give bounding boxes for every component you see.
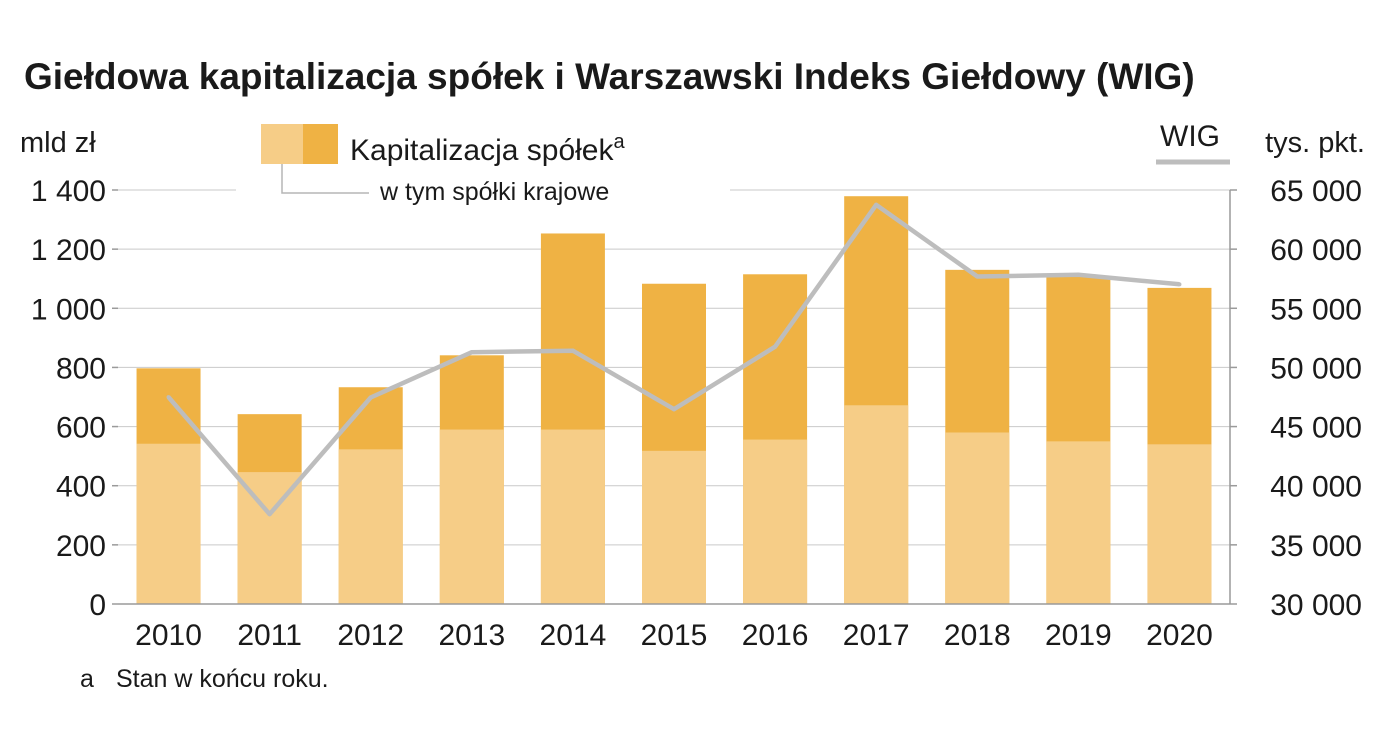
wig-point-2018 <box>975 274 980 279</box>
left-tick-label: 1 000 <box>31 293 106 326</box>
wig-point-2020 <box>1177 282 1182 287</box>
right-tick-label: 40 000 <box>1270 471 1362 504</box>
chart-title: Giełdowa kapitalizacja spółek i Warszaws… <box>24 56 1195 97</box>
legend-label-domestic: w tym spółki krajowe <box>379 178 609 206</box>
footnote-marker: a <box>80 665 94 693</box>
bar-domestic-2016 <box>743 439 808 604</box>
x-tick-label-2011: 2011 <box>237 619 302 652</box>
bar-domestic-2011 <box>237 472 302 604</box>
footnote-marker-superscript: a <box>613 131 625 153</box>
x-tick-label-2017: 2017 <box>843 619 910 652</box>
wig-point-2011 <box>267 512 272 517</box>
x-tick-label-2013: 2013 <box>438 619 505 652</box>
right-tick-label: 60 000 <box>1270 234 1362 267</box>
wig-point-2016 <box>773 344 778 349</box>
bar-domestic-2015 <box>642 450 706 604</box>
right-tick-label: 55 000 <box>1270 293 1362 326</box>
wig-point-2013 <box>469 350 474 355</box>
right-axis-unit: tys. pkt. <box>1265 127 1365 159</box>
wig-point-2019 <box>1076 272 1081 277</box>
right-tick-label: 35 000 <box>1270 530 1362 563</box>
x-tick-label-2018: 2018 <box>944 619 1011 652</box>
wig-point-2015 <box>672 407 676 412</box>
bar-domestic-2012 <box>338 449 403 604</box>
left-tick-label: 800 <box>56 352 106 385</box>
x-tick-label-2015: 2015 <box>641 619 708 652</box>
bar-domestic-2013 <box>439 429 504 604</box>
left-tick-label: 400 <box>56 471 106 504</box>
legend-label-capitalization: Kapitalizacja spółeka <box>350 131 625 167</box>
wig-line-layer <box>166 202 1182 517</box>
bar-domestic-2014 <box>540 429 605 604</box>
wig-point-2010 <box>166 395 171 400</box>
legend-capitalization: Kapitalizacja spółeka w tym spółki krajo… <box>261 124 625 206</box>
bar-domestic-2020 <box>1147 444 1212 604</box>
footnote-text: Stan w końcu roku. <box>116 665 329 693</box>
legend-swatch-domestic <box>261 124 303 164</box>
left-tick-label: 600 <box>56 412 106 445</box>
x-tick-label-2012: 2012 <box>337 619 404 652</box>
right-tick-label: 45 000 <box>1270 412 1362 445</box>
x-tick-label-2010: 2010 <box>135 619 202 652</box>
left-axis-unit: mld zł <box>20 127 96 159</box>
bar-domestic-2018 <box>945 432 1010 604</box>
right-tick-label: 30 000 <box>1270 589 1362 622</box>
bars <box>136 196 1212 604</box>
left-tick-label: 200 <box>56 530 106 563</box>
x-tick-label-2014: 2014 <box>540 619 607 652</box>
wig-point-2012 <box>368 395 373 400</box>
wig-point-2014 <box>570 348 575 353</box>
legend-label-wig: WIG <box>1160 120 1220 153</box>
left-tick-label: 0 <box>89 589 106 622</box>
bar-domestic-2017 <box>844 405 909 604</box>
right-tick-label: 50 000 <box>1270 352 1362 385</box>
x-axis-ticks: 2010 2011 2012 2013 2014 2015 2016 2017 2018 2019… <box>135 619 1213 652</box>
right-tick-label: 65 000 <box>1270 175 1362 208</box>
left-tick-label: 1 200 <box>31 234 106 267</box>
x-tick-label-2016: 2016 <box>742 619 809 652</box>
legend-wig: WIG <box>1156 120 1230 165</box>
legend-leader-line <box>281 164 369 194</box>
bar-domestic-2019 <box>1046 441 1111 604</box>
x-tick-label-2019: 2019 <box>1045 619 1112 652</box>
left-tick-label: 1 400 <box>31 175 106 208</box>
bar-domestic-2010 <box>136 443 201 604</box>
x-tick-label-2020: 2020 <box>1146 619 1213 652</box>
axes: 0 200 400 600 800 1 000 1 200 1 400 30 000 35 000… <box>31 175 1362 622</box>
legend-swatch-capitalization <box>303 124 338 164</box>
wig-point-2017 <box>874 202 879 207</box>
